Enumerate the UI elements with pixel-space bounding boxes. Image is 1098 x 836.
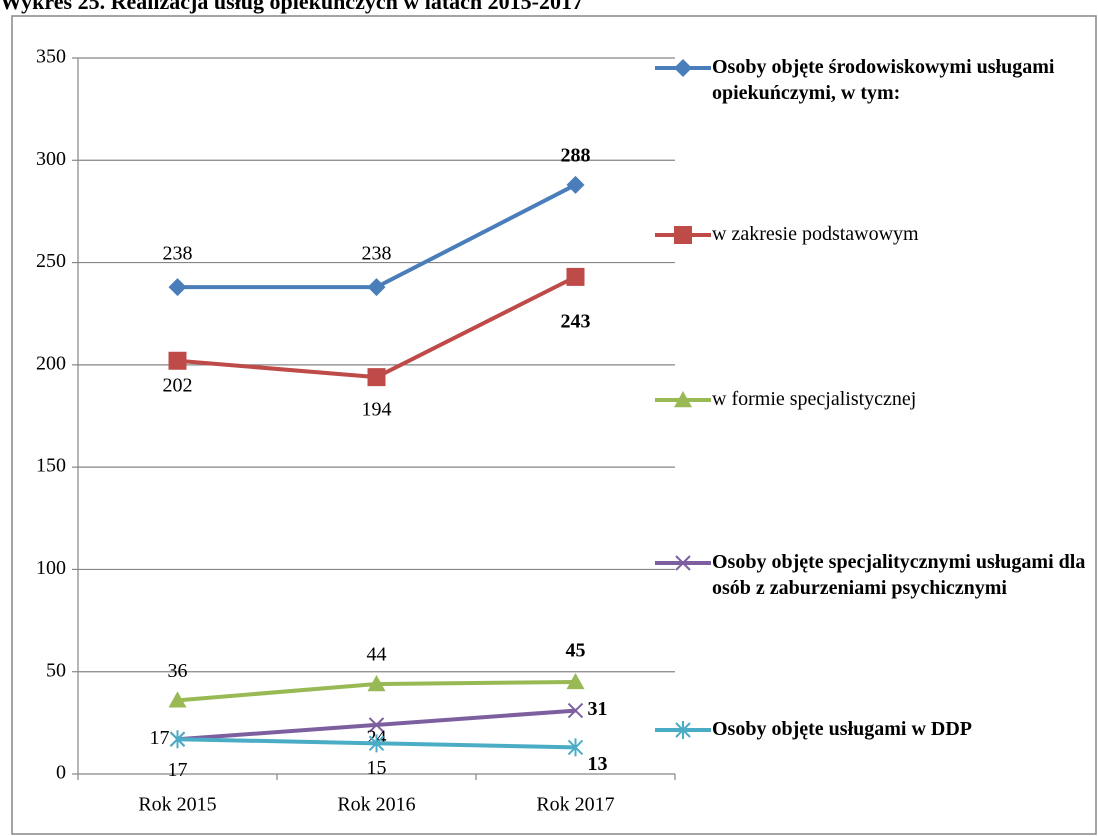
data-point <box>367 674 386 692</box>
y-tick-label: 350 <box>36 46 66 68</box>
legend-label: Osoby objęte specjalitycznymi usługami d… <box>712 551 1086 599</box>
legend-marker <box>674 391 692 408</box>
legend-marker <box>674 59 692 77</box>
legend-label: Osoby objęte usługami w DDP <box>712 718 973 740</box>
data-label: 17 <box>168 759 188 781</box>
data-label: 36 <box>168 660 188 682</box>
data-point <box>567 738 584 757</box>
legend-marker <box>675 721 691 739</box>
chart-frame <box>11 15 1097 835</box>
y-tick-label: 100 <box>36 557 66 579</box>
data-label: 44 <box>367 644 387 666</box>
data-label: 194 <box>362 399 392 421</box>
legend-item: Osoby objęte specjalitycznymi usługami d… <box>712 551 1086 599</box>
data-point <box>168 351 187 370</box>
legend-label: w formie specjalistycznej <box>712 388 917 410</box>
legend-item: Osoby objęte usługami w DDP <box>712 718 973 740</box>
data-label: 13 <box>588 753 608 775</box>
y-tick-label: 0 <box>56 762 66 784</box>
data-label: 15 <box>367 757 387 779</box>
x-tick-label: Rok 2017 <box>536 794 614 816</box>
data-label: 243 <box>561 310 591 332</box>
data-label: 238 <box>163 243 193 265</box>
legend-item: Osoby objęte środowiskowymi usługami opi… <box>712 56 1055 104</box>
legend-item: w zakresie podstawowym <box>712 223 919 245</box>
legend-label: Osoby objęte środowiskowymi usługami opi… <box>712 56 1055 104</box>
data-label: 31 <box>588 698 608 720</box>
legend-marker <box>674 226 692 244</box>
x-tick-label: Rok 2016 <box>337 794 415 816</box>
data-label: 238 <box>362 243 392 265</box>
y-tick-label: 150 <box>36 455 66 477</box>
data-point <box>368 734 385 753</box>
x-tick-label: Rok 2015 <box>138 794 216 816</box>
legend-marker <box>675 555 691 571</box>
y-tick-label: 300 <box>36 148 66 170</box>
data-label: 288 <box>561 144 591 166</box>
legend-item: w formie specjalistycznej <box>712 388 917 410</box>
data-label: 45 <box>566 640 586 662</box>
data-label: 17 <box>150 727 170 749</box>
data-point <box>566 175 585 194</box>
data-point <box>169 730 186 749</box>
series-line <box>177 183 577 290</box>
legend-label: w zakresie podstawowym <box>712 223 919 245</box>
data-point <box>566 672 585 690</box>
data-point <box>168 691 187 708</box>
data-point <box>566 267 585 286</box>
y-tick-label: 50 <box>46 659 66 681</box>
data-point <box>368 717 385 733</box>
data-label: 202 <box>163 374 193 396</box>
y-tick-label: 200 <box>36 352 66 374</box>
data-point <box>367 368 386 387</box>
data-point <box>567 702 584 719</box>
y-tick-label: 250 <box>36 250 66 272</box>
data-point <box>168 278 187 297</box>
data-point <box>367 278 386 297</box>
chart-title: Wykres 25. Realizacja usług opiekuńczych… <box>0 0 583 14</box>
